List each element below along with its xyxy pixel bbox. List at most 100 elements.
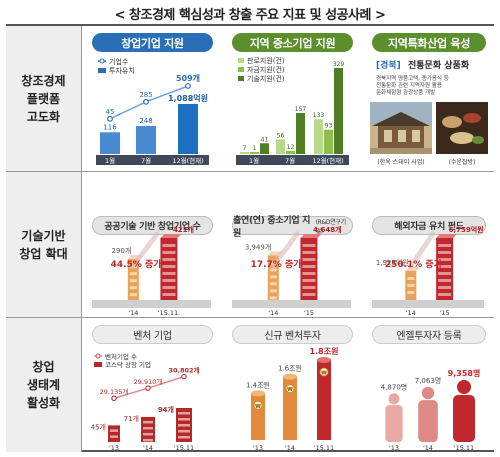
bar-window: [143, 420, 153, 424]
bar-label: 1: [253, 145, 257, 152]
coin-icon: [253, 400, 263, 410]
panel-header: 지역 중소기업 지원: [232, 33, 353, 52]
panel-header: 신규 벤처투자: [232, 325, 353, 344]
category-label: '15.11: [314, 444, 334, 452]
bar-label: 1,925억원: [376, 258, 409, 267]
axis-base: [92, 300, 211, 308]
bar-window: [129, 286, 137, 290]
bar: [317, 360, 331, 440]
panel-header: 해외자금 유치 펀드: [372, 216, 486, 235]
bar-label: 329: [333, 61, 345, 68]
bar-label: 7: [243, 145, 247, 152]
research-sme-chart: 3,949개 '14 4,648개 '15 17.7% 증가: [232, 225, 351, 317]
bar-window: [110, 435, 118, 438]
bar-label: 1,088억원: [168, 93, 208, 103]
bar-window: [162, 265, 176, 268]
panel-angel-investors: 엔젤투자자 등록 4,870명 '13 7,063명 '14 9,358명 '15.11: [364, 318, 494, 452]
line-label: 29,910개: [134, 377, 163, 386]
category-label: 1월: [105, 156, 115, 165]
row-label-line: 플랫폼: [26, 91, 61, 106]
bar: [300, 238, 318, 300]
bar: [324, 129, 333, 154]
bar-window: [302, 279, 316, 282]
legend-entry: 코스닥 상장 기업: [105, 360, 151, 369]
bar-label: 3,949개: [245, 242, 271, 251]
bar-window: [110, 429, 118, 432]
bar-window: [302, 272, 316, 275]
category-label: 7월: [141, 156, 151, 165]
bar-label: 290개: [112, 246, 132, 255]
row-label-ecosystem: 창업 생태계 활성화: [6, 318, 82, 452]
panel-header: 공공기술 기반 창업기업 수: [92, 216, 213, 235]
bar-window: [143, 426, 153, 430]
panel-header: 출연(연) 중소기업 지원 (R&D연구기업): [232, 216, 353, 239]
bar-window: [302, 293, 316, 296]
person-head: [388, 393, 400, 405]
row-label-line: 창업 확대: [19, 246, 68, 261]
line-label: 30,802개: [168, 366, 199, 375]
bar: [108, 425, 120, 442]
category-label: 7월: [285, 156, 295, 165]
bar-window: [178, 424, 190, 427]
regional-industry-illustration: [경북] 전통문화 상품화 경북지역 명품고택, 종가음식 등 전통문화 관련 …: [370, 59, 488, 166]
bar-window: [129, 272, 137, 276]
line-label: 29,135개: [100, 387, 129, 396]
category-label: 12월(현재): [312, 156, 343, 165]
row-label-line: 고도화: [26, 109, 61, 124]
bar-window: [438, 293, 452, 296]
bar-window: [269, 282, 277, 286]
bar-label: 12: [287, 144, 295, 151]
row-label-line: 활성화: [26, 396, 61, 410]
bar-window: [438, 244, 452, 247]
bar-window: [178, 436, 190, 439]
bar: [250, 152, 259, 154]
line-point: [185, 83, 191, 89]
bar-window: [162, 258, 176, 261]
header-note: (R&D연구기업): [315, 218, 347, 235]
panel-new-venture-investment: 신규 벤처투자 ₩1.4조원 '13 ₩1.6조원 '14 ₩1.8조원 '15.11: [224, 318, 361, 452]
bar-window: [162, 286, 176, 289]
bar-label: 133: [313, 112, 325, 119]
panel-venture-firms: 벤처 기업 벤처기업 수 코스닥 상장 기업 45개 71개 94개 29,135개…: [84, 318, 221, 452]
bar-window: [162, 293, 176, 296]
panel-public-tech: 공공기술 기반 창업기업 수 290개 '14 421개 '15.11. 44.5% 증…: [84, 172, 221, 317]
startup-support-chart: 기업수 투자유치 116 248 1,088억원 45 285 509개 1월 7월 12월…: [96, 57, 209, 165]
row-ecosystem: 창업 생태계 활성화 벤처 기업 벤처기업 수 코스닥 상장 기업 45개 71개 94…: [6, 318, 494, 452]
bar-label: 6,759억원: [449, 225, 484, 234]
person-body: [385, 405, 403, 442]
public-tech-chart: 290개 '14 421개 '15.11. 44.5% 증가: [92, 225, 211, 317]
line-point: [107, 115, 113, 122]
axis-base: [372, 300, 484, 308]
bar-window: [162, 272, 176, 275]
bar-window: [302, 244, 316, 247]
bar-label: 4,648개: [313, 225, 342, 234]
overseas-fund-chart: 1,925억원 '14 6,759억원 '15 250.1% 증가: [372, 225, 484, 317]
panel-regional-industry: 지역특화산업 육성 [경북] 전통문화 상품화 경북지역 명품고택, 종가음식 …: [364, 26, 494, 171]
category-label: '15.11: [454, 444, 474, 452]
category-label: '14: [423, 444, 433, 452]
panel-regional-sme: 지역 중소기업 지원 판로지원(건) 자금지원(건) 기술지원(건) 7 56 13…: [224, 26, 361, 171]
bar-window: [302, 286, 316, 289]
bar-window: [407, 290, 415, 294]
food-photo: [436, 102, 488, 154]
bar-top: [283, 373, 297, 380]
category-label: '13: [109, 444, 119, 452]
coin-icon: [285, 384, 295, 394]
bar: [160, 238, 178, 300]
panel-overseas-fund: 해외자금 유치 펀드 1,925억원 '14 6,759억원 '15 250.1% 증가: [364, 172, 494, 317]
line-point: [181, 373, 187, 380]
row-label-line: 기술기반: [21, 228, 66, 243]
category-label: 1월: [249, 156, 259, 165]
bar-label: 93: [325, 123, 333, 130]
legend-entry: 투자유치: [109, 66, 135, 75]
bar-label: 1.6조원: [278, 364, 302, 373]
panel-startup-support: 창업기업 지원 기업수 투자유치 116 248 1,088억원 45 285 509개…: [84, 26, 221, 171]
bar-top: [300, 234, 322, 238]
bar-top: [317, 357, 331, 363]
panel-header: 지역특화산업 육성: [372, 33, 486, 52]
bar-window: [143, 438, 153, 442]
category-label: '15: [440, 309, 450, 317]
line-point: [111, 395, 117, 401]
bar-window: [302, 265, 316, 268]
